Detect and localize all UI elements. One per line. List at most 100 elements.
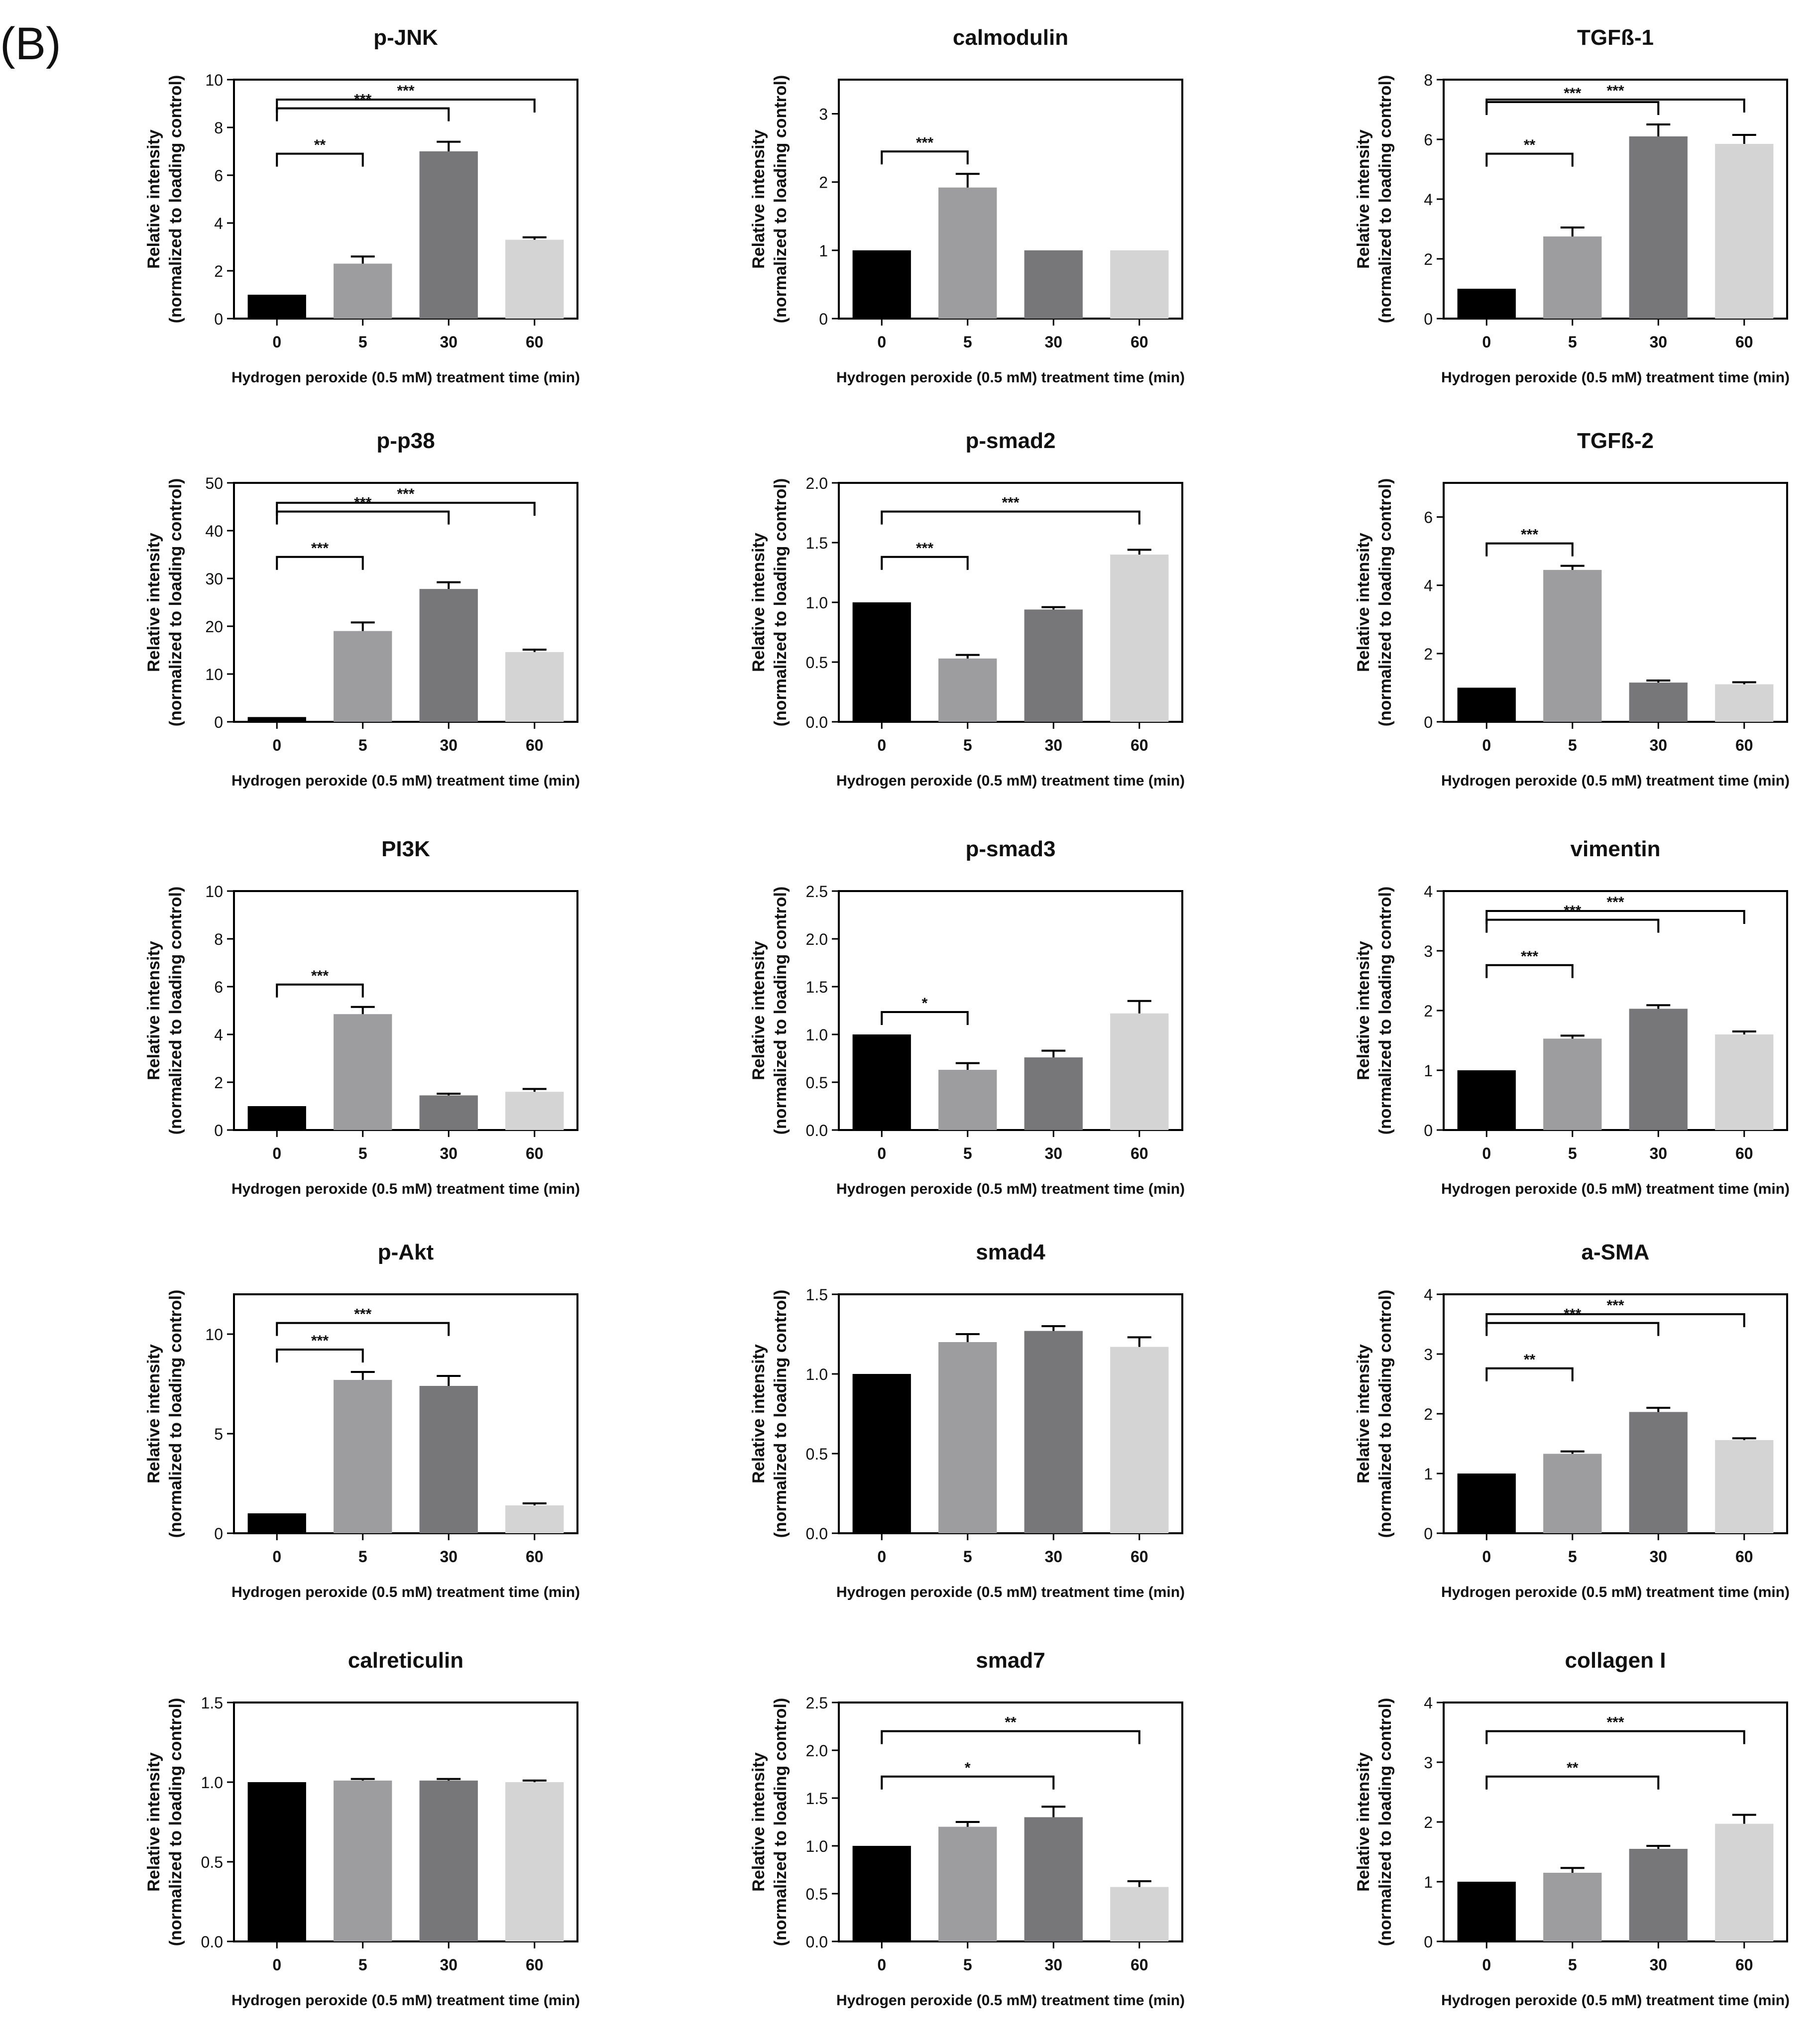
x-tick-label: 30: [440, 1548, 457, 1566]
bar: [505, 1092, 564, 1130]
x-tick-label: 30: [440, 1144, 457, 1162]
y-tick-label: 10: [205, 71, 223, 89]
bar: [1457, 1882, 1516, 1941]
chart-title: p-smad3: [966, 837, 1056, 861]
chart-title: vimentin: [1571, 837, 1661, 861]
bar: [419, 1095, 478, 1130]
bar: [938, 1070, 997, 1130]
y-axis-label: Relative intensity (normalized to loading…: [144, 1290, 185, 1538]
bar: [505, 1782, 564, 1941]
y-tick-label: 8: [214, 930, 223, 948]
chart-title: p-JNK: [373, 25, 438, 50]
y-tick-label: 3: [1424, 1754, 1433, 1772]
x-tick-label: 60: [1131, 1548, 1148, 1566]
x-tick-label: 60: [526, 1956, 544, 1974]
x-tick-label: 30: [440, 333, 457, 351]
bar: [419, 1780, 478, 1941]
significance-label: ***: [397, 83, 414, 99]
y-tick-label: 0.0: [201, 1933, 223, 1951]
y-tick-label: 4: [214, 1026, 223, 1044]
bar: [1457, 1474, 1516, 1533]
y-tick-label: 3: [1424, 1346, 1433, 1363]
x-tick-label: 0: [877, 333, 886, 351]
significance-bracket: [276, 556, 364, 570]
y-tick-label: 0.5: [806, 1445, 828, 1463]
significance-bracket: [1485, 918, 1660, 933]
x-tick-label: 5: [358, 1144, 367, 1162]
bar: [505, 652, 564, 722]
x-tick-label: 60: [1735, 736, 1753, 754]
y-tick-label: 6: [1424, 131, 1433, 149]
chart-title: smad4: [976, 1240, 1045, 1264]
significance-bracket: [881, 1730, 1140, 1744]
chart-vimentin: vimentin 0 1 2 3 4 Relative intensity (normaliz…: [1354, 837, 1790, 1197]
x-tick-label: 60: [526, 1548, 544, 1566]
significance-bracket: [1485, 1367, 1574, 1381]
x-axis-label: Hydrogen peroxide (0.5 mM) treatment tim…: [231, 1992, 580, 2009]
y-tick-label: 1.5: [806, 534, 828, 552]
y-tick-label: 0.5: [201, 1853, 223, 1871]
plot-frame: [838, 79, 1183, 320]
chart-title: smad7: [976, 1648, 1045, 1673]
plot-frame: [233, 1702, 578, 1942]
significance-bracket: [881, 1011, 969, 1025]
chart-calreticulin: calreticulin 0.0 0.5 1.0 1.5 Relative intensi…: [144, 1648, 580, 2009]
bar: [334, 631, 392, 722]
significance-label: ***: [1606, 83, 1624, 99]
y-tick-label: 1.0: [201, 1774, 223, 1792]
x-tick-label: 60: [1735, 1956, 1753, 1974]
x-tick-label: 60: [1735, 1144, 1753, 1162]
panel-label: (B): [0, 18, 61, 69]
x-axis-label: Hydrogen peroxide (0.5 mM) treatment tim…: [231, 1181, 580, 1197]
x-axis-label: Hydrogen peroxide (0.5 mM) treatment tim…: [1441, 369, 1790, 386]
y-axis-label: Relative intensity (normalized to loading…: [1354, 1290, 1395, 1538]
chart-title: p-Akt: [378, 1240, 434, 1264]
significance-label: **: [1567, 1760, 1579, 1776]
x-tick-label: 60: [526, 1144, 544, 1162]
significance-bracket: [881, 556, 969, 570]
y-tick-label: 3: [819, 106, 828, 123]
significance-label: *: [965, 1760, 971, 1776]
y-axis-label: Relative intensity (normalized to loading…: [1354, 1698, 1395, 1946]
chart-p-smad3: p-smad3 0.0 0.5 1.0 1.5 2.0 2.5 Relative intens…: [749, 837, 1185, 1197]
y-tick-label: 0: [1424, 310, 1433, 328]
significance-label: *: [922, 995, 928, 1012]
chart-collagen-i: collagen I 0 1 2 3 4 Relative intensity (normal…: [1354, 1648, 1790, 2009]
y-tick-label: 0.5: [806, 654, 828, 672]
bar: [334, 1380, 392, 1533]
bar: [852, 602, 911, 722]
chart-title: p-p38: [376, 429, 435, 453]
x-tick-label: 5: [963, 1548, 972, 1566]
y-tick-label: 4: [1424, 577, 1433, 595]
bar: [1543, 569, 1602, 722]
bar: [1110, 1013, 1169, 1130]
bar: [419, 151, 478, 319]
y-axis-label: Relative intensity (normalized to loading…: [1354, 887, 1395, 1135]
y-tick-label: 1: [1424, 1873, 1433, 1891]
x-tick-label: 5: [1568, 736, 1577, 754]
x-tick-label: 0: [272, 1548, 281, 1566]
chart-p-jnk: p-JNK 0 2 4 6 8 10 Relative intensity (normalize…: [144, 25, 580, 386]
x-tick-label: 5: [1568, 1548, 1577, 1566]
y-tick-label: 2: [1424, 1814, 1433, 1831]
plot-frame: [233, 482, 578, 723]
chart-title: a-SMA: [1582, 1240, 1650, 1264]
bar: [1024, 250, 1083, 319]
x-axis-label: Hydrogen peroxide (0.5 mM) treatment tim…: [836, 369, 1185, 386]
x-tick-label: 60: [1735, 1548, 1753, 1566]
bar: [1457, 289, 1516, 319]
y-axis-label: Relative intensity (normalized to loading…: [144, 887, 185, 1135]
x-axis-label: Hydrogen peroxide (0.5 mM) treatment tim…: [836, 773, 1185, 789]
bar: [1024, 1331, 1083, 1533]
bar: [1715, 1034, 1774, 1130]
significance-bracket: [1485, 910, 1745, 924]
x-tick-label: 5: [963, 333, 972, 351]
x-axis-label: Hydrogen peroxide (0.5 mM) treatment tim…: [1441, 773, 1790, 789]
x-tick-label: 0: [877, 736, 886, 754]
y-tick-label: 2: [1424, 1002, 1433, 1020]
plot-frame: [838, 1293, 1183, 1534]
bar: [1457, 687, 1516, 722]
x-tick-label: 5: [963, 736, 972, 754]
bar: [1629, 1009, 1688, 1130]
significance-bracket: [276, 107, 450, 121]
